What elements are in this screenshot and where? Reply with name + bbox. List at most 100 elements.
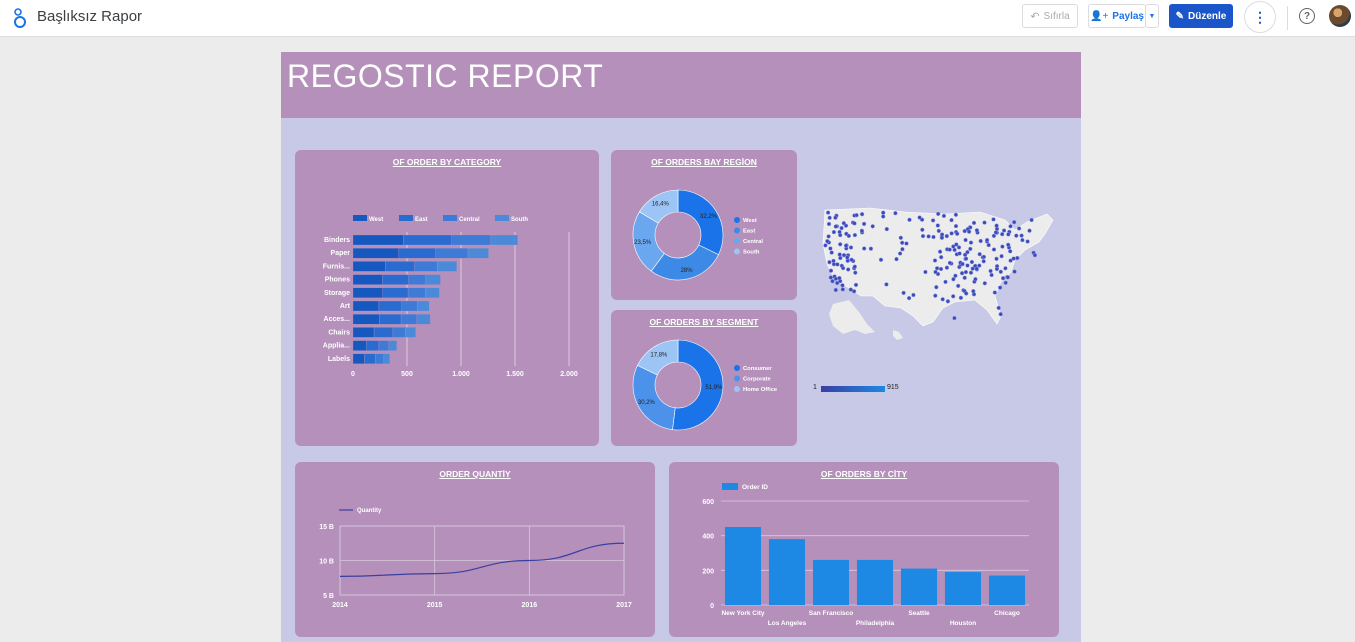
city-dot	[862, 246, 867, 251]
city-dot	[853, 282, 859, 288]
looker-studio-logo-icon[interactable]	[12, 6, 28, 30]
map-legend-gradient	[821, 386, 885, 392]
legend-label-east: East	[415, 217, 428, 223]
city-dot	[968, 270, 974, 275]
bar-segment-central	[400, 314, 417, 325]
bar-segment-east	[398, 248, 436, 259]
quantity-line-chart[interactable]: Quantity 5 B 10 B 15 B 2014 2015 2016 2017	[295, 462, 655, 637]
city-dot	[859, 228, 865, 233]
segment-donut-chart[interactable]: 51,9% 30,2% 17,8% Consumer Corporate Home Off…	[611, 310, 797, 446]
city-dot	[939, 255, 944, 260]
city-dot	[941, 213, 947, 219]
legend-swatch-central	[443, 215, 457, 221]
city-chart-card[interactable]: OF ORDERS BY CİTY Order ID 0 200 400 600 New …	[669, 462, 1059, 637]
city-dot	[1005, 275, 1010, 280]
map-legend-max: 915	[887, 384, 899, 391]
x-tick-label: 2017	[616, 602, 632, 609]
city-dot	[960, 261, 965, 267]
region-donut-chart[interactable]: 32,2% 28% 23,5% 16,4% West East Central South	[611, 150, 797, 300]
category-bar-chart[interactable]: West East Central South 0 500 1.000 1.500 2.000 B…	[295, 150, 599, 446]
city-dot	[991, 233, 997, 239]
city-dot	[947, 247, 952, 252]
y-tick-label: 600	[702, 499, 714, 506]
city-dot	[934, 285, 939, 290]
edit-button[interactable]: ✎ Düzenle	[1169, 4, 1233, 28]
legend-dot-central	[734, 238, 740, 244]
legend-label: South	[743, 250, 760, 256]
legend-label-west: West	[369, 217, 383, 223]
quantity-chart-card[interactable]: ORDER QUANTİY Quantity 5 B 10 B 15 B 2014 201…	[295, 462, 655, 637]
city-dot	[971, 289, 976, 294]
city-dot	[1000, 276, 1006, 281]
city-dot	[829, 250, 834, 255]
city-dot	[828, 275, 833, 280]
city-dot	[1019, 233, 1024, 238]
category-label: Phones	[325, 277, 350, 284]
slice-corporate	[632, 364, 676, 430]
share-button[interactable]: 👤+ Paylaş	[1088, 4, 1146, 28]
city-bar-chart[interactable]: Order ID 0 200 400 600 New York City Los Angel…	[669, 462, 1059, 637]
more-options-button[interactable]: ⋮	[1244, 1, 1276, 33]
city-dot	[993, 230, 999, 235]
city-dot	[1008, 249, 1013, 254]
city-dot	[965, 263, 970, 268]
city-dot	[939, 235, 945, 240]
city-dot	[994, 256, 999, 261]
avatar[interactable]	[1329, 5, 1351, 27]
city-dot	[884, 226, 889, 232]
city-dot	[974, 266, 979, 271]
x-tick-label: 0	[351, 371, 355, 378]
city-dot	[1014, 233, 1019, 238]
city-dot	[944, 233, 949, 239]
city-dot	[956, 245, 962, 250]
help-icon[interactable]: ?	[1299, 8, 1315, 24]
us-map-svg[interactable]	[815, 200, 1065, 400]
city-label: New York City	[721, 610, 764, 617]
city-dot	[1003, 280, 1008, 285]
city-dot	[962, 252, 968, 257]
city-dot	[843, 243, 849, 248]
legend-dot-consumer	[734, 365, 740, 371]
share-dropdown-button[interactable]: ▼	[1145, 4, 1159, 28]
city-dot	[843, 223, 849, 228]
segment-chart-card[interactable]: OF ORDERS BY SEGMENT 51,9% 30,2% 17,8% Cons…	[611, 310, 797, 446]
city-dot	[917, 215, 922, 220]
city-dot	[848, 245, 854, 250]
city-dot	[966, 229, 972, 234]
city-dot	[952, 247, 957, 253]
city-dot	[920, 233, 926, 239]
report-name[interactable]: Başlıksız Rapor	[37, 8, 143, 25]
segment-chart-title: OF ORDERS BY SEGMENT	[649, 317, 759, 327]
bar-segment-east	[373, 327, 394, 338]
bar-segment-south	[425, 274, 441, 285]
pencil-icon: ✎	[1175, 10, 1185, 22]
bar-segment-east	[385, 261, 415, 272]
city-dot	[962, 228, 967, 234]
city-dot	[852, 221, 857, 226]
region-chart-card[interactable]: OF ORDERS BAY REGİON 32,2% 28% 23,5% 16,4% W…	[611, 150, 797, 300]
city-dots	[823, 210, 1038, 321]
city-dot	[839, 225, 844, 231]
bar-segment-central	[451, 234, 491, 246]
bar-segment-central	[401, 300, 418, 312]
city-dot	[868, 246, 874, 251]
us-map-chart[interactable]: 1 915	[813, 200, 1065, 400]
city-dot	[923, 269, 928, 275]
city-dot	[953, 212, 959, 217]
city-dot	[881, 210, 886, 215]
city-dot	[994, 223, 999, 228]
city-dot	[930, 218, 936, 223]
slice-consumer	[672, 339, 724, 431]
category-chart-card[interactable]: OF ORDER BY CATEGORY West East Central Sout…	[295, 150, 599, 446]
quantity-chart-title: ORDER QUANTİY	[439, 469, 511, 479]
legend-label-quantity: Quantity	[357, 508, 382, 514]
y-tick-label: 15 B	[319, 524, 334, 531]
city-dot	[999, 254, 1004, 259]
bar-order-id	[812, 559, 850, 605]
reset-button[interactable]: ↶ Sıfırla	[1022, 4, 1078, 28]
city-dot	[1008, 224, 1013, 229]
bar-segment-central	[414, 261, 438, 272]
slice-home-office	[637, 339, 679, 376]
city-label: Chicago	[994, 610, 1020, 617]
x-tick-label: 2.000	[560, 371, 578, 378]
